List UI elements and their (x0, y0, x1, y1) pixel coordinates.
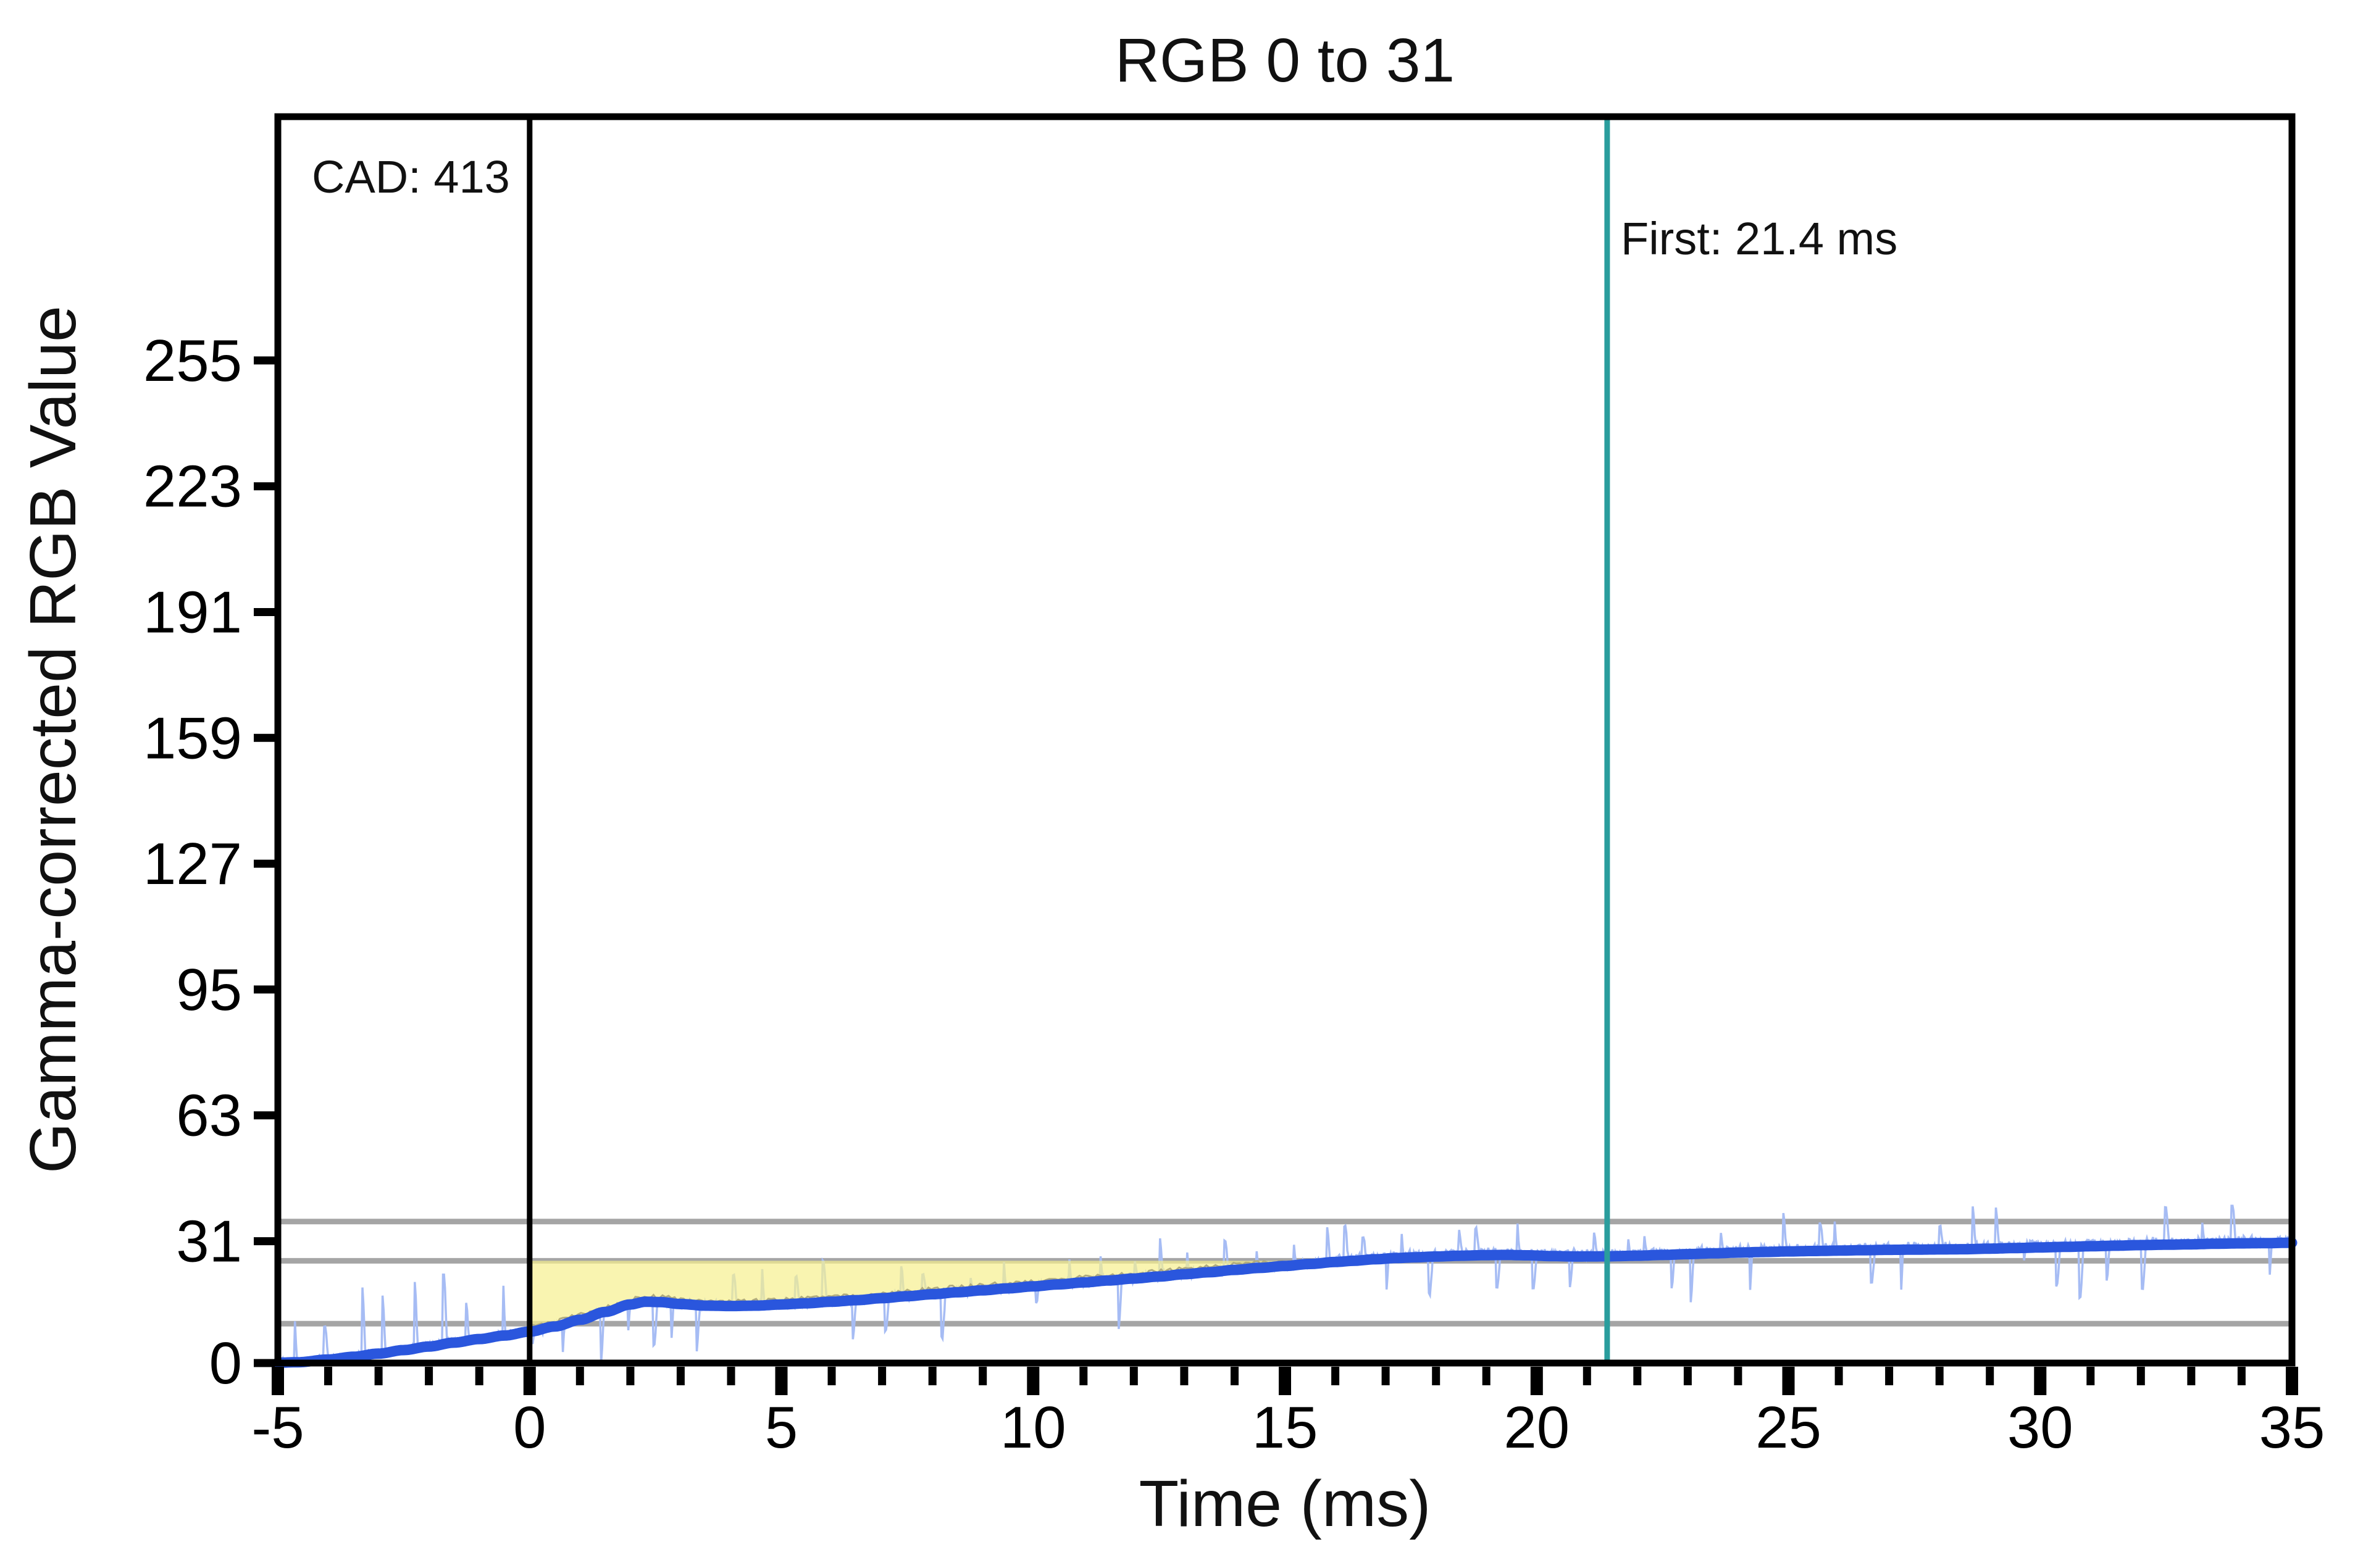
deviation-fill (529, 1261, 1353, 1327)
y-tick-label: 223 (143, 454, 242, 520)
x-tick-label: 25 (1755, 1395, 1821, 1461)
x-tick-label: 0 (513, 1395, 546, 1461)
y-tick-label: 191 (143, 580, 242, 646)
y-tick-label: 127 (143, 831, 242, 897)
plot-border (274, 113, 2296, 1367)
x-tick-label: 20 (1503, 1395, 1570, 1461)
first-response-annotation: First: 21.4 ms (1621, 213, 1897, 264)
event-lines (527, 117, 1610, 1363)
axis-ticks (254, 356, 2298, 1395)
smoothed-series (272, 1237, 2298, 1368)
x-axis-title: Time (ms) (1139, 1467, 1431, 1540)
y-tick-label: 0 (209, 1330, 242, 1396)
y-tick-label: 63 (176, 1083, 242, 1149)
x-tick-label: 35 (2259, 1395, 2325, 1461)
chart-title: RGB 0 to 31 (1115, 26, 1455, 95)
cad-annotation: CAD: 413 (312, 151, 510, 202)
x-tick-label: 10 (1000, 1395, 1066, 1461)
y-axis-title: Gamma-corrected RGB Value (17, 306, 90, 1174)
y-tick-label: 95 (176, 957, 242, 1023)
x-tick-label: 30 (2007, 1395, 2073, 1461)
x-tick-label: 5 (765, 1395, 798, 1461)
y-tick-label: 255 (143, 328, 242, 394)
x-tick-label: 15 (1252, 1395, 1318, 1461)
smoothed-curve (272, 1237, 2298, 1368)
y-tick-label: 159 (143, 705, 242, 771)
y-tick-label: 31 (176, 1209, 242, 1275)
x-tick-label: -5 (251, 1395, 304, 1461)
